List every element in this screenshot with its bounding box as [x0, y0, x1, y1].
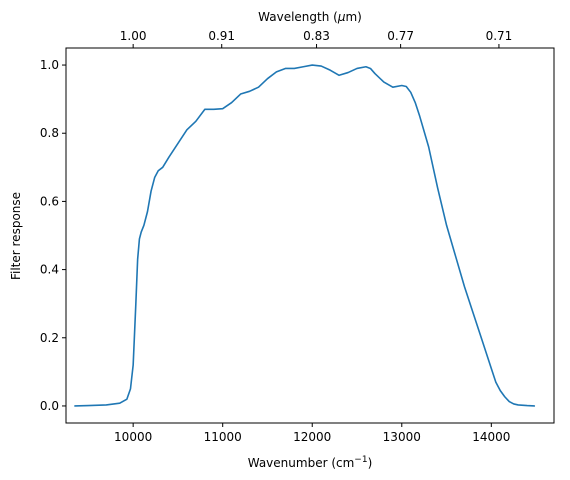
y-tick-label: 0.0 [40, 399, 59, 413]
y-tick-label: 0.6 [40, 194, 59, 208]
y-tick-label: 1.0 [40, 58, 59, 72]
y-axis-ticks: 0.0 0.2 0.4 0.6 0.8 1.0 [40, 58, 66, 413]
top-tick-label: 0.83 [303, 29, 330, 43]
plot-frame [65, 47, 555, 424]
x-tick-label: 14000 [472, 430, 510, 444]
x-tick-label: 13000 [383, 430, 421, 444]
y-tick-label: 0.8 [40, 126, 59, 140]
y-axis-label: Filter response [9, 192, 23, 280]
x-tick-label: 10000 [114, 430, 152, 444]
plot-area [74, 64, 536, 407]
x-axis-label: Wavenumber (cm−1) [248, 455, 373, 470]
top-axis-ticks: 1.00 0.91 0.83 0.77 0.71 [120, 29, 512, 48]
y-tick-label: 0.4 [40, 263, 59, 277]
x-tick-label: 12000 [293, 430, 331, 444]
top-tick-label: 0.71 [486, 29, 513, 43]
y-tick-label: 0.2 [40, 331, 59, 345]
top-axis-label: Wavelength (μm) [258, 10, 362, 24]
top-tick-label: 0.91 [208, 29, 235, 43]
series-line-0 [74, 64, 536, 407]
top-tick-label: 0.77 [387, 29, 414, 43]
top-tick-label: 1.00 [120, 29, 147, 43]
x-tick-label: 11000 [204, 430, 242, 444]
series-layer [74, 64, 536, 407]
x-axis-ticks: 10000 11000 12000 13000 14000 [114, 423, 510, 444]
